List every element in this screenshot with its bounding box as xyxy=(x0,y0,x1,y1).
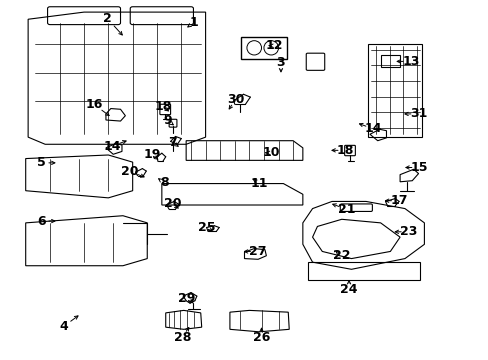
Text: 13: 13 xyxy=(401,55,419,68)
Text: 7: 7 xyxy=(168,136,177,149)
Text: 3: 3 xyxy=(276,56,285,69)
Text: 1: 1 xyxy=(189,16,198,29)
Text: 9: 9 xyxy=(163,114,172,127)
Text: 23: 23 xyxy=(399,225,417,238)
Text: 4: 4 xyxy=(59,320,68,333)
Text: 12: 12 xyxy=(265,39,283,52)
Text: 6: 6 xyxy=(37,215,45,228)
Text: 20: 20 xyxy=(163,197,181,211)
Text: 17: 17 xyxy=(389,194,407,207)
Text: 19: 19 xyxy=(143,148,161,162)
Text: 29: 29 xyxy=(178,292,195,305)
Text: 14: 14 xyxy=(103,140,121,153)
Text: 18: 18 xyxy=(154,100,171,113)
Text: 16: 16 xyxy=(86,99,103,112)
Text: 11: 11 xyxy=(250,177,267,190)
Text: 14: 14 xyxy=(364,122,381,135)
Text: 15: 15 xyxy=(410,161,427,174)
Text: 2: 2 xyxy=(103,12,112,25)
Text: 20: 20 xyxy=(121,165,139,178)
Text: 24: 24 xyxy=(340,283,357,296)
Text: 26: 26 xyxy=(252,331,270,344)
Text: 5: 5 xyxy=(37,156,45,169)
Text: 21: 21 xyxy=(337,203,355,216)
Text: 10: 10 xyxy=(262,147,280,159)
Text: 31: 31 xyxy=(409,107,427,120)
Text: 8: 8 xyxy=(160,176,168,189)
Text: 27: 27 xyxy=(249,245,266,258)
Text: 18: 18 xyxy=(336,144,354,157)
Text: 25: 25 xyxy=(198,221,215,234)
Text: 28: 28 xyxy=(173,331,190,344)
Text: 22: 22 xyxy=(332,249,350,262)
Text: 30: 30 xyxy=(226,93,244,106)
